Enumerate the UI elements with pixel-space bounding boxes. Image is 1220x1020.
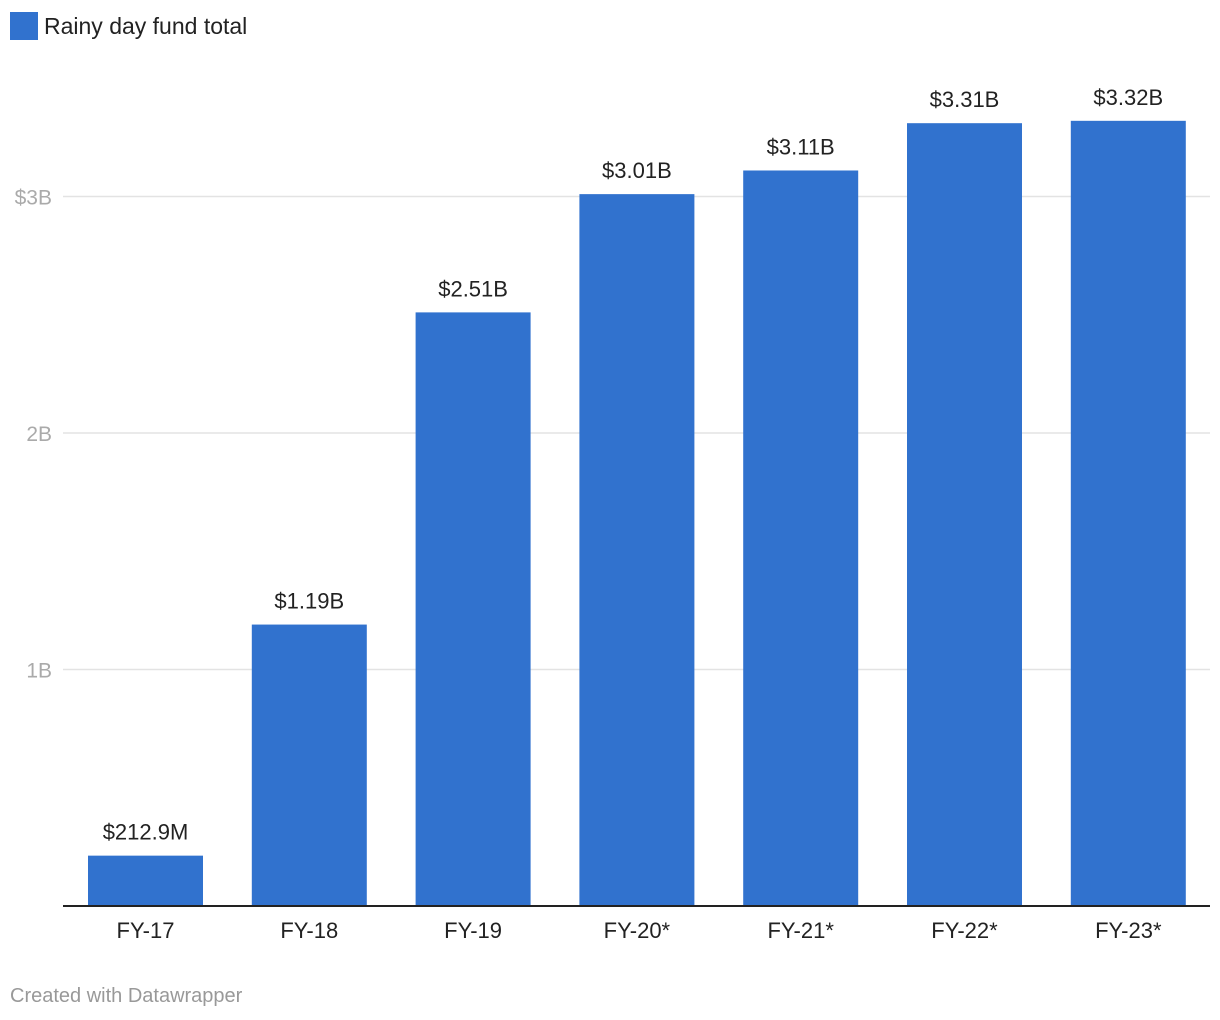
bar bbox=[907, 123, 1022, 906]
bar bbox=[579, 194, 695, 906]
bar-value-label: $3.32B bbox=[1093, 85, 1163, 110]
value-labels: $212.9M $1.19B $2.51B $3.01B $3.11B $3.31B $3.… bbox=[103, 85, 1163, 845]
y-tick-label: 2B bbox=[26, 423, 52, 446]
x-category-label: FY-17 bbox=[117, 918, 175, 943]
x-category-label: FY-22* bbox=[931, 918, 998, 943]
x-category-label: FY-19 bbox=[444, 918, 502, 943]
bar bbox=[415, 312, 531, 906]
bar-value-label: $3.11B bbox=[767, 134, 835, 159]
y-tick-label: 1B bbox=[26, 660, 52, 683]
bar-value-label: $1.19B bbox=[274, 589, 344, 614]
bar bbox=[88, 855, 203, 906]
bar bbox=[251, 624, 367, 906]
bar-value-label: $3.01B bbox=[602, 158, 672, 183]
y-tick-label: $3B bbox=[15, 187, 52, 210]
footer-credit: Created with Datawrapper bbox=[10, 985, 243, 1007]
bar-value-label: $3.31B bbox=[930, 87, 1000, 112]
x-category-label: FY-20* bbox=[604, 918, 671, 943]
bar-value-label: $2.51B bbox=[438, 276, 508, 301]
legend: Rainy day fund total bbox=[10, 12, 247, 40]
x-axis-labels: FY-17 FY-18 FY-19 FY-20* FY-21* FY-22* FY-23* bbox=[117, 918, 1162, 943]
bar bbox=[1070, 120, 1186, 906]
legend-label: Rainy day fund total bbox=[44, 12, 248, 39]
bar bbox=[743, 170, 859, 907]
x-category-label: FY-21* bbox=[767, 918, 834, 943]
legend-swatch bbox=[10, 12, 38, 40]
bar-value-label: $212.9M bbox=[103, 820, 189, 845]
x-category-label: FY-23* bbox=[1095, 918, 1162, 943]
x-category-label: FY-18 bbox=[280, 918, 338, 943]
y-axis-ticks: 1B 2B $3B bbox=[15, 187, 52, 683]
bars bbox=[88, 120, 1186, 907]
